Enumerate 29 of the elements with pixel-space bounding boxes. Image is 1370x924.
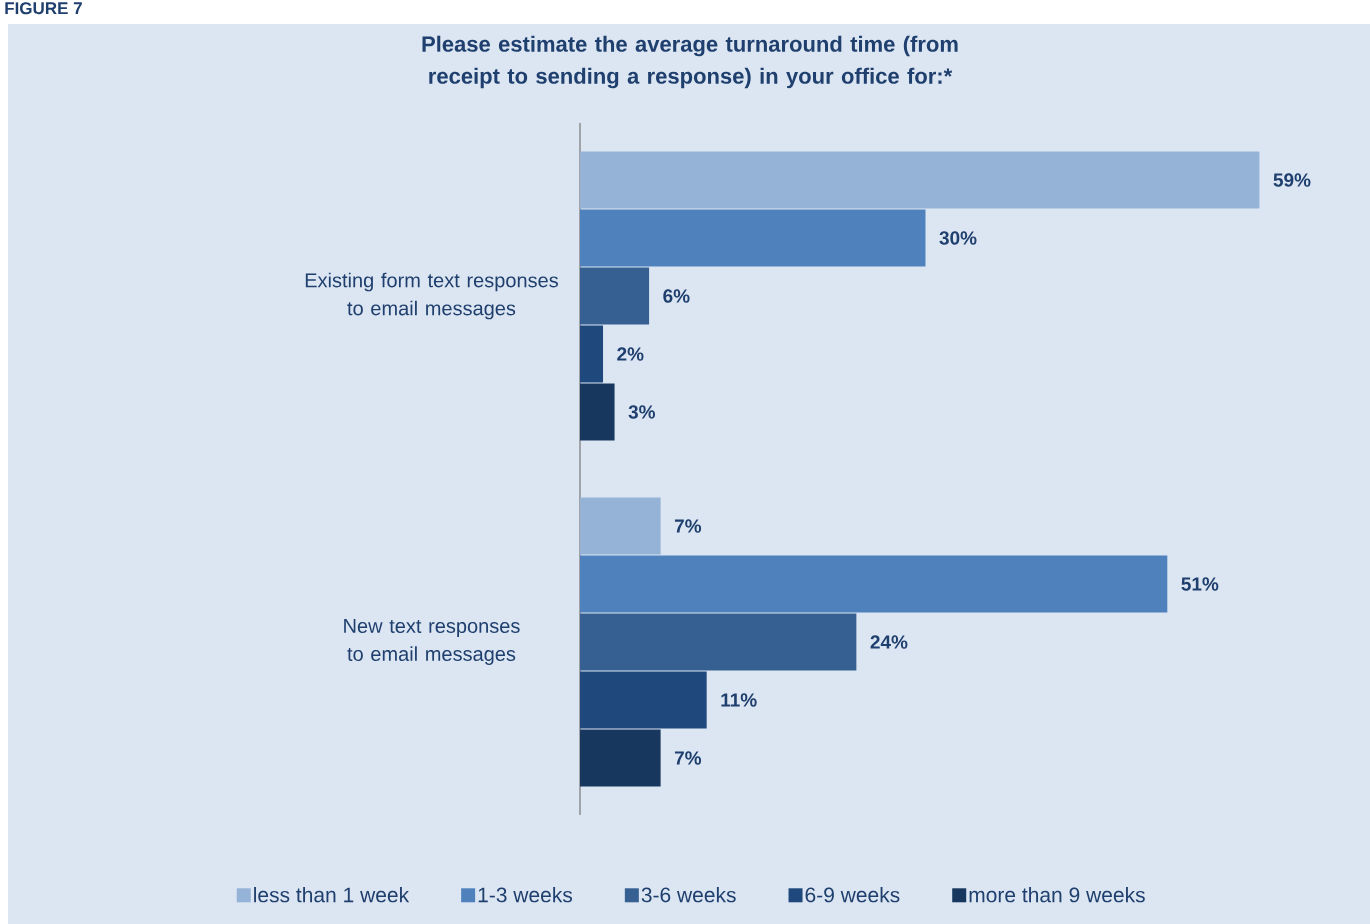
data-label: 3% bbox=[628, 405, 656, 419]
bar bbox=[580, 325, 604, 383]
legend-label: 3-6 weeks bbox=[641, 886, 736, 903]
bar bbox=[580, 555, 1168, 613]
bar bbox=[580, 267, 650, 325]
bar bbox=[580, 497, 661, 555]
data-label: 7% bbox=[674, 519, 702, 533]
legend-label: less than 1 week bbox=[254, 886, 410, 903]
legend-label: 1-3 weeks bbox=[478, 886, 573, 903]
data-label: 2% bbox=[617, 347, 644, 361]
data-label: 59% bbox=[1273, 173, 1311, 187]
bar bbox=[580, 671, 707, 729]
data-label: 24% bbox=[870, 635, 908, 649]
data-label: 11% bbox=[721, 693, 757, 707]
y-tick-label: New text responses to email messages bbox=[344, 619, 520, 665]
caption: FIGURE 7 bbox=[5, 2, 82, 15]
bar bbox=[580, 151, 1260, 209]
legend-label: 6-9 weeks bbox=[805, 886, 900, 903]
bar bbox=[580, 729, 661, 787]
bar bbox=[580, 613, 857, 671]
bar bbox=[580, 209, 926, 267]
data-label: 51% bbox=[1181, 577, 1219, 591]
legend-label: more than 9 weeks bbox=[969, 886, 1145, 903]
data-label: 7% bbox=[674, 751, 702, 765]
data-label: 6% bbox=[663, 289, 690, 303]
chart-title: Please estimate the average turnaround time (from receipt to sending a response) in your office for:* bbox=[422, 35, 958, 89]
bar bbox=[580, 383, 615, 441]
y-tick-label: Existing form text responses to email messages bbox=[305, 272, 558, 320]
data-label: 30% bbox=[939, 231, 977, 245]
